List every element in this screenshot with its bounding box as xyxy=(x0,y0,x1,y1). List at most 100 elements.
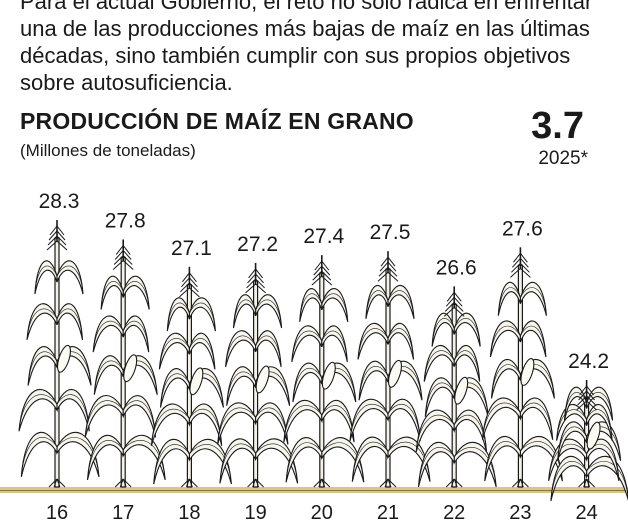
tassel-branch xyxy=(321,275,333,286)
tassel-branch xyxy=(512,257,521,268)
leaf-vein xyxy=(418,447,455,487)
tassel-branch xyxy=(513,253,521,263)
leaf-vein xyxy=(285,442,323,483)
root xyxy=(512,478,521,488)
leaf-vein xyxy=(122,440,166,480)
leaf xyxy=(586,455,628,501)
tassel-branch xyxy=(520,267,531,278)
tassel-branch xyxy=(511,262,521,273)
tassel xyxy=(576,380,597,411)
tassel-branch xyxy=(56,230,66,241)
leaf xyxy=(519,435,563,482)
root xyxy=(586,478,595,488)
tassel-branch xyxy=(248,268,256,279)
leaf xyxy=(351,436,389,482)
leaf xyxy=(84,395,124,438)
leaf-vein xyxy=(387,290,415,319)
leaf-vein xyxy=(292,367,323,403)
value-label: 27.1 xyxy=(171,237,212,260)
value-label: 24.2 xyxy=(568,350,609,373)
leaf xyxy=(255,330,282,367)
intro-line: décadas, sino también cumplir con sus pr… xyxy=(20,43,571,68)
corn-plant xyxy=(481,247,563,488)
x-tick-label: 21 xyxy=(377,502,399,524)
leaf-vein xyxy=(255,335,282,367)
leaf-vein xyxy=(151,408,190,446)
tassel-branch xyxy=(576,400,587,411)
root xyxy=(450,478,455,488)
tassel-branch xyxy=(387,261,397,272)
leaf-vein xyxy=(26,308,58,340)
root xyxy=(247,478,256,488)
tassel-branch xyxy=(179,287,190,298)
root xyxy=(188,478,193,488)
root xyxy=(387,478,397,488)
root xyxy=(181,478,190,488)
root xyxy=(321,478,326,488)
tassel-branch xyxy=(255,268,263,279)
tassel-branch xyxy=(180,282,190,293)
leaf xyxy=(489,320,521,358)
corn-plant xyxy=(217,262,299,488)
tassel-branch xyxy=(387,256,396,267)
corn-ear xyxy=(388,359,402,388)
leaf-vein xyxy=(153,444,190,484)
value-label: 28.3 xyxy=(39,190,80,213)
leaf xyxy=(358,360,389,401)
value-label: 27.8 xyxy=(105,210,146,233)
leaf xyxy=(56,388,90,432)
leaf-vein xyxy=(217,407,256,445)
leaf-vein xyxy=(291,330,323,362)
leaf xyxy=(100,275,124,310)
tassel-branch xyxy=(520,257,529,268)
highlight-year: 2025* xyxy=(538,148,588,169)
leaf-vein xyxy=(84,400,124,438)
leaf-vein xyxy=(453,318,481,347)
root xyxy=(520,478,529,488)
corn-plant xyxy=(548,380,628,502)
leaf-vein xyxy=(226,371,256,406)
leaf-vein xyxy=(189,302,216,332)
tassel-branch xyxy=(189,287,200,298)
tassel-branch xyxy=(453,292,462,302)
tassel-branch xyxy=(443,306,455,317)
tassel-branch xyxy=(189,277,198,288)
tassel-branch xyxy=(255,283,266,294)
leaf xyxy=(292,362,323,403)
tassel-branch xyxy=(56,240,68,251)
intro-text: Para el actual Gobierno, el reto no solo… xyxy=(20,0,620,96)
root xyxy=(387,478,392,488)
leaf-vein xyxy=(167,302,190,332)
tassel-branch xyxy=(379,261,389,272)
tassel-branch xyxy=(520,253,528,263)
tassel-branch xyxy=(380,256,389,267)
corn-ear xyxy=(57,344,71,373)
tassel xyxy=(377,251,399,282)
corn-ear xyxy=(586,421,601,450)
corn-plant xyxy=(84,239,166,488)
leaf xyxy=(321,325,348,363)
leaf xyxy=(122,395,157,438)
leaf-vein xyxy=(100,281,124,310)
leaf xyxy=(484,436,521,482)
root xyxy=(445,478,455,488)
corn-plant xyxy=(283,255,365,488)
leaf-vein xyxy=(415,414,455,452)
tassel-branch xyxy=(246,278,256,289)
root xyxy=(578,478,587,488)
leaf xyxy=(93,355,124,395)
intro-line: sobre autosuficiencia. xyxy=(20,70,233,95)
leaf-vein xyxy=(387,328,414,360)
corn-ear xyxy=(255,365,270,394)
leaf-vein xyxy=(56,437,100,477)
root xyxy=(318,478,323,488)
x-tick-label: 22 xyxy=(443,502,465,524)
tassel-branch xyxy=(56,225,65,236)
leaf xyxy=(225,330,257,367)
leaf xyxy=(349,398,389,442)
tassel-branch xyxy=(182,272,190,283)
tassel-branch xyxy=(453,297,463,307)
tassel-branch xyxy=(378,266,389,277)
leaf xyxy=(18,388,58,432)
leaf-vein xyxy=(233,299,256,329)
